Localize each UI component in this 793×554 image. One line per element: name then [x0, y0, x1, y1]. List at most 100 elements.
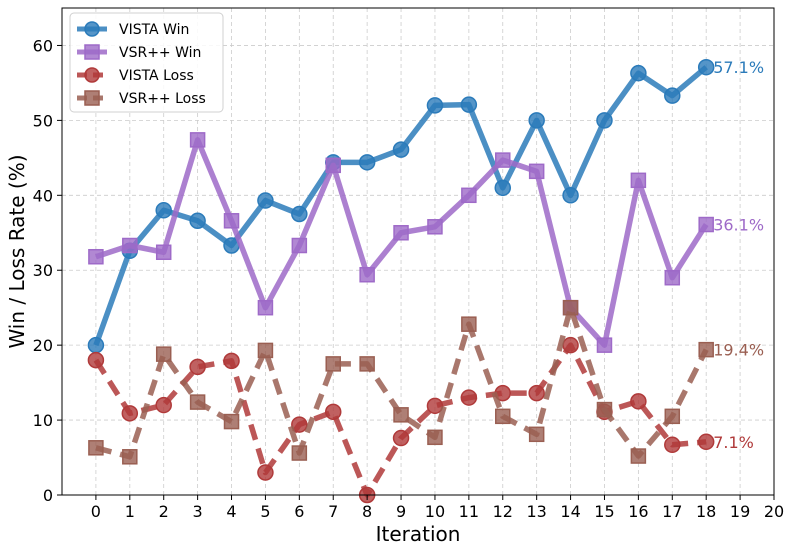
x-tick-label: 7 [328, 502, 338, 521]
vista-loss-legend-label: VISTA Loss [119, 68, 194, 84]
x-tick-label: 2 [159, 502, 169, 521]
y-tick-label: 10 [33, 411, 53, 430]
vista-win-point [358, 154, 376, 171]
vsrpp-loss-point [698, 341, 714, 358]
vista-win-point [528, 112, 545, 129]
vista-win-point [257, 192, 274, 209]
y-tick-label: 30 [33, 261, 53, 280]
vsrpp-loss-point [122, 449, 138, 465]
vista-loss-point [155, 396, 172, 414]
vsrpp-loss-point [393, 407, 409, 423]
vsrpp-win-point [325, 157, 341, 174]
vista-loss-point [121, 405, 139, 422]
vista-win-point [392, 141, 410, 158]
x-tick-label: 8 [362, 502, 372, 521]
vsrpp-win-point [223, 213, 240, 229]
vsrpp-loss-point [291, 445, 308, 461]
vsrpp-loss-point [461, 316, 477, 332]
vsrpp-loss-legend-label: VSR++ Loss [119, 91, 206, 107]
y-tick-label: 60 [33, 36, 53, 55]
vista-loss-point [392, 429, 410, 447]
end-labels: 57.1% 36.1% 7.1% 19.4% [713, 58, 764, 452]
vista-win-point [460, 96, 478, 113]
vsrpp-win-point [495, 152, 511, 168]
vsrpp-loss-legend-swatch-marker [84, 90, 100, 106]
vsrpp-win-point [461, 187, 477, 204]
vsrpp-loss-point [155, 346, 172, 362]
vista-loss-end-label: 7.1% [713, 433, 754, 452]
vsrpp-win-point [393, 225, 409, 241]
x-tick-label: 3 [193, 502, 203, 521]
vista-loss-point [426, 397, 444, 415]
vsrpp-win-point [122, 237, 138, 254]
vista-win-point [155, 202, 172, 219]
vsrpp-win-point [630, 172, 647, 189]
vsrpp-loss-point [223, 413, 240, 430]
y-tick-label: 0 [43, 486, 53, 505]
y-tick-label: 20 [33, 336, 53, 355]
vsrpp-loss-point [664, 408, 681, 425]
vsrpp-win-series [88, 132, 714, 353]
vsrpp-win-point [257, 299, 274, 316]
vista-win-point [562, 187, 579, 204]
x-axis-ticks: 0 1 2 3 4 5 6 7 8 9 10 11 12 13 14 15 16 17 18 19 20 [91, 495, 784, 521]
vista-loss-point [697, 433, 715, 451]
vista-win-end-label: 57.1% [713, 58, 764, 77]
vsrpp-win-point [359, 266, 375, 283]
y-tick-label: 50 [33, 111, 53, 130]
x-tick-label: 19 [730, 502, 750, 521]
vista-win-point [494, 179, 512, 197]
vsrpp-win-point [698, 216, 714, 233]
vista-loss-point [257, 464, 274, 481]
vista-win-point [189, 212, 206, 230]
vsrpp-loss-end-label: 19.4% [713, 341, 764, 360]
vista-win-legend-label: VISTA Win [119, 22, 189, 38]
x-tick-label: 1 [125, 502, 135, 521]
x-tick-label: 20 [764, 502, 784, 521]
vsrpp-loss-point [495, 408, 511, 425]
vista-win-point [87, 336, 105, 354]
vsrpp-win-point [291, 237, 308, 254]
x-tick-label: 4 [226, 502, 236, 521]
vsrpp-win-end-label: 36.1% [713, 216, 764, 235]
x-tick-label: 5 [260, 502, 270, 521]
x-tick-label: 9 [396, 502, 406, 521]
x-tick-label: 18 [696, 502, 716, 521]
vista-loss-point [528, 384, 545, 402]
x-axis-label: Iteration [376, 522, 461, 546]
vista-loss-legend-swatch-marker [84, 67, 100, 83]
vista-loss-point [630, 393, 647, 410]
x-tick-label: 14 [560, 502, 580, 521]
vsrpp-win-legend-label: VSR++ Win [119, 45, 201, 61]
vista-loss-point [324, 403, 342, 421]
vsrpp-loss-point [257, 342, 274, 359]
vsrpp-win-point [88, 248, 104, 265]
vista-loss-point [664, 436, 681, 454]
y-tick-label: 40 [33, 186, 53, 205]
vsrpp-loss-point [596, 401, 613, 418]
vsrpp-win-point [664, 269, 681, 286]
vsrpp-win-point [596, 337, 613, 353]
vista-win-series [87, 58, 715, 354]
vsrpp-loss-point [427, 429, 443, 446]
vista-loss-point [189, 358, 206, 376]
vista-win-point [426, 97, 444, 114]
vsrpp-loss-point [359, 356, 375, 372]
vsrpp-loss-point [528, 426, 545, 443]
vsrpp-win-point [427, 219, 443, 235]
vista-win-point [630, 64, 647, 82]
x-tick-label: 11 [459, 502, 479, 521]
x-tick-label: 16 [628, 502, 648, 521]
vista-loss-point [291, 416, 308, 433]
legend-frame [69, 12, 224, 113]
x-tick-label: 6 [294, 502, 304, 521]
series-layer [87, 58, 715, 504]
legend: VISTA Win VSR++ Win VISTA Loss VSR++ Loss [69, 12, 224, 113]
vista-loss-point [87, 351, 105, 369]
vsrpp-win-point [189, 132, 206, 148]
vsrpp-win-legend-swatch-marker [84, 44, 100, 60]
vista-win-point [596, 112, 613, 129]
vsrpp-loss-point [562, 299, 579, 316]
x-tick-label: 13 [526, 502, 546, 521]
